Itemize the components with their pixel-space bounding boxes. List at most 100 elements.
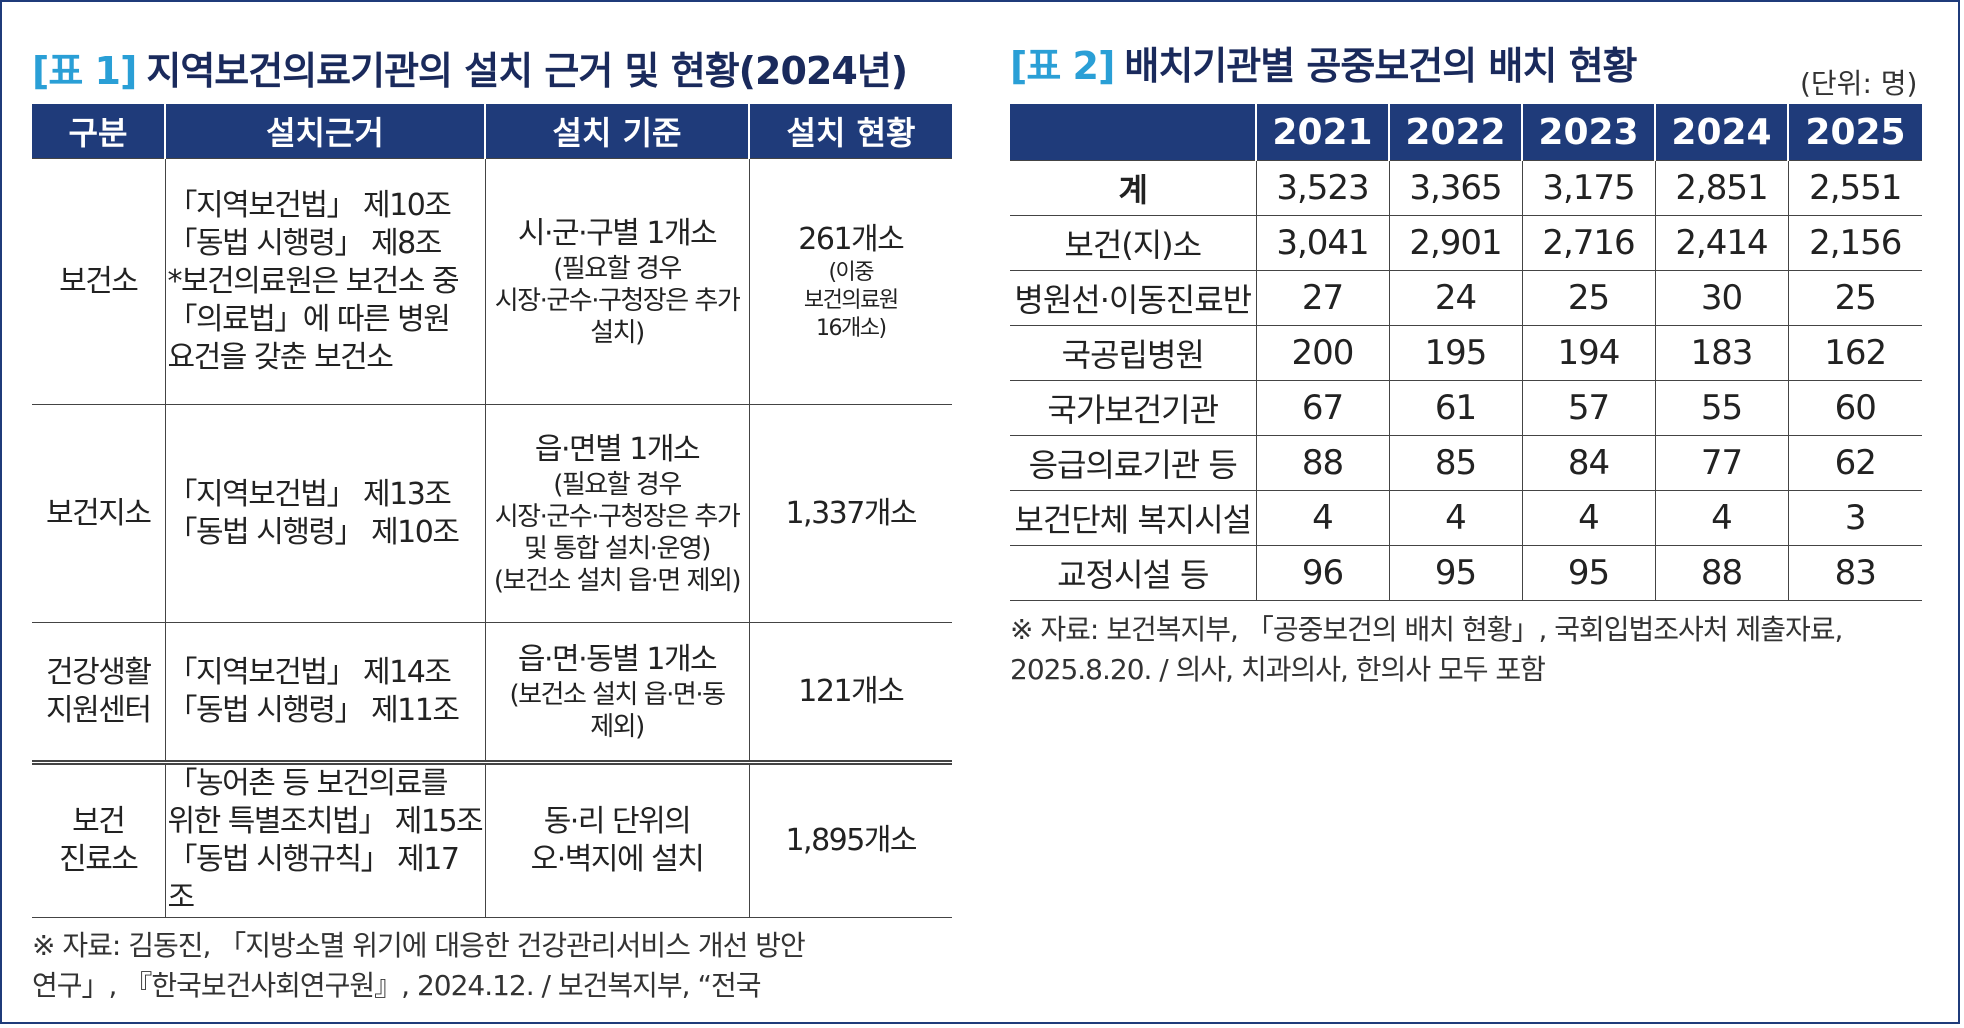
row-label: 국공립병원 [1010,325,1256,381]
table-row: 응급의료기관 등 88 85 84 77 62 [1010,435,1922,491]
row-label: 보건단체 복지시설 [1010,490,1256,546]
row-status: 261개소 (이중 보건의료원 16개소) [748,158,952,405]
table2-header-year: 2022 [1388,104,1522,161]
table-cell: 4 [1654,490,1788,546]
row-criteria: 읍·면·동별 1개소 (보건소 설치 읍·면·동 제외) [484,622,749,763]
row-criteria: 시·군·구별 1개소 (필요할 경우 시장·군수·구청장은 추가 설치) [484,158,749,405]
table2-header-year: 2025 [1787,104,1922,161]
row-category: 보건지소 [32,404,165,623]
table-row: 보건지소 「지역보건법」 제13조 「동법 시행령」 제10조 읍·면별 1개소… [32,404,952,623]
table-cell: 162 [1787,325,1922,381]
table-cell: 3,523 [1255,160,1389,216]
row-basis: 「지역보건법」 제13조 「동법 시행령」 제10조 [164,404,485,623]
table-cell: 88 [1255,435,1389,491]
table-row: 보건소 「지역보건법」 제10조 「동법 시행령」 제8조 *보건의료원은 보건… [32,158,952,405]
table2-header-row: 2021 2022 2023 2024 2025 [1010,104,1922,161]
table-cell: 62 [1787,435,1922,491]
table2-unit: (단위: 명) [1800,67,1918,100]
row-label: 병원선·이동진료반 [1010,270,1256,326]
row-criteria: 동·리 단위의 오·벽지에 설치 [484,760,749,918]
table2-body: 계 3,523 3,365 3,175 2,851 2,551 보건(지)소 3,041 2,9… [1010,160,1922,601]
table-cell: 194 [1521,325,1655,381]
table-cell: 67 [1255,380,1389,436]
table1-header-criteria: 설치 기준 [484,104,749,159]
table-cell: 4 [1521,490,1655,546]
table-cell: 57 [1521,380,1655,436]
table-cell: 27 [1255,270,1389,326]
table-cell: 2,414 [1654,215,1788,271]
table-cell: 84 [1521,435,1655,491]
table-cell: 60 [1787,380,1922,436]
table-cell: 85 [1388,435,1522,491]
table-cell: 55 [1654,380,1788,436]
row-label: 국가보건기관 [1010,380,1256,436]
table-row: 계 3,523 3,365 3,175 2,851 2,551 [1010,160,1922,216]
criteria-main: 읍·면·동별 1개소 [517,641,718,677]
row-status: 121개소 [748,622,952,763]
table-cell: 2,716 [1521,215,1655,271]
table1-header-basis: 설치근거 [164,104,485,159]
criteria-sub: (보건소 설치 읍·면·동 제외) [509,679,726,742]
table-cell: 25 [1787,270,1922,326]
row-criteria: 읍·면별 1개소 (필요할 경우 시장·군수·구청장은 추가 및 통합 설치·운… [484,404,749,623]
row-basis: 「농어촌 등 보건의료를 위한 특별조치법」 제15조 「동법 시행규칙」 제1… [164,760,485,918]
table-cell: 88 [1654,545,1788,601]
table-cell: 183 [1654,325,1788,381]
table-row: 국가보건기관 67 61 57 55 60 [1010,380,1922,436]
table-row: 보건단체 복지시설 4 4 4 4 3 [1010,490,1922,546]
table2-title-text: 배치기관별 공중보건의 배치 현황 [1124,44,1637,88]
row-category: 건강생활 지원센터 [32,622,165,763]
table2-title: [표 2] 배치기관별 공중보건의 배치 현황 [1010,35,1638,90]
table-cell: 3,175 [1521,160,1655,216]
criteria-main: 시·군·구별 1개소 [517,215,718,251]
row-label: 응급의료기관 등 [1010,435,1256,491]
table1-header-category: 구분 [32,104,165,159]
table-cell: 25 [1521,270,1655,326]
table1-title: [표 1] 지역보건의료기관의 설치 근거 및 현황(2024년) [32,40,908,95]
table-row: 교정시설 등 96 95 95 88 83 [1010,545,1922,601]
criteria-sub: (필요할 경우 시장·군수·구청장은 추가 및 통합 설치·운영) (보건소 설… [493,469,742,596]
status-sub: (이중 보건의료원 16개소) [803,259,899,341]
table-cell: 96 [1255,545,1389,601]
table-cell: 200 [1255,325,1389,381]
row-category: 보건 진료소 [32,760,165,918]
table2-header-year: 2024 [1654,104,1788,161]
table-cell: 3,365 [1388,160,1522,216]
table-row: 건강생활 지원센터 「지역보건법」 제14조 「동법 시행령」 제11조 읍·면… [32,622,952,763]
row-category: 보건소 [32,158,165,405]
table2-tag: [표 2] [1010,44,1115,88]
table2: 2021 2022 2023 2024 2025 계 3,523 3,365 3,17… [1010,104,1922,601]
table-cell: 3 [1787,490,1922,546]
table1-header-row: 구분 설치근거 설치 기준 설치 현황 [32,104,952,159]
table-cell: 77 [1654,435,1788,491]
table-cell: 83 [1787,545,1922,601]
table-cell: 61 [1388,380,1522,436]
row-label: 보건(지)소 [1010,215,1256,271]
table1-tag: [표 1] [32,49,137,93]
criteria-main: 읍·면별 1개소 [534,431,701,467]
table-cell: 95 [1521,545,1655,601]
row-basis: 「지역보건법」 제14조 「동법 시행령」 제11조 [164,622,485,763]
status-main: 261개소 [798,221,904,257]
table2-source-note: ※ 자료: 보건복지부, 「공중보건의 배치 현황」, 국회입법조사처 제출자료… [1010,613,1843,686]
row-status: 1,895개소 [748,760,952,918]
row-status: 1,337개소 [748,404,952,623]
table-cell: 2,551 [1787,160,1922,216]
table-cell: 4 [1255,490,1389,546]
table-cell: 3,041 [1255,215,1389,271]
table1-title-text: 지역보건의료기관의 설치 근거 및 현황(2024년) [146,49,908,93]
table-row: 병원선·이동진료반 27 24 25 30 25 [1010,270,1922,326]
table2-header-year: 2023 [1521,104,1655,161]
table-cell: 195 [1388,325,1522,381]
table-cell: 30 [1654,270,1788,326]
row-label: 계 [1010,160,1256,216]
table2-header-year: 2021 [1255,104,1389,161]
table2-header-blank [1010,104,1256,161]
table-row: 보건(지)소 3,041 2,901 2,716 2,414 2,156 [1010,215,1922,271]
table1-header-status: 설치 현황 [748,104,952,159]
table-cell: 2,851 [1654,160,1788,216]
row-label: 교정시설 등 [1010,545,1256,601]
table-cell: 95 [1388,545,1522,601]
table1-source-note: ※ 자료: 김동진, 「지방소멸 위기에 대응한 건강관리서비스 개선 방안 연… [32,929,806,1002]
table-row: 보건 진료소 「농어촌 등 보건의료를 위한 특별조치법」 제15조 「동법 시… [32,760,952,918]
